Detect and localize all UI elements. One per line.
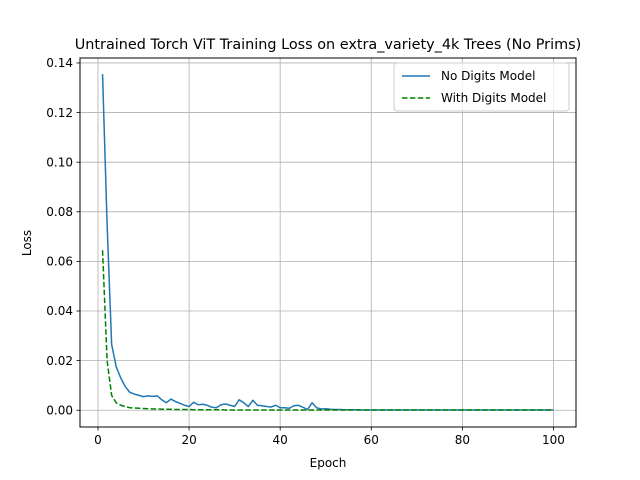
grid — [80, 58, 576, 427]
y-tick-label: 0.12 — [46, 106, 73, 120]
y-tick-label: 0.08 — [46, 205, 73, 219]
x-tick-label: 20 — [181, 433, 196, 447]
y-tick-label: 0.06 — [46, 255, 73, 269]
x-tick-label: 100 — [542, 433, 565, 447]
legend-label-no-digits: No Digits Model — [441, 69, 535, 83]
x-tick-label: 60 — [364, 433, 379, 447]
y-tick-label: 0.04 — [46, 304, 73, 318]
x-tick-label: 0 — [94, 433, 102, 447]
y-tick-label: 0.00 — [46, 403, 73, 417]
legend-box — [393, 62, 570, 112]
legend: No Digits Model With Digits Model — [393, 62, 570, 112]
series-line-with-digits — [101, 250, 554, 411]
plot-frame — [79, 57, 577, 428]
y-tick-label: 0.02 — [46, 354, 73, 368]
y-tick-label: 0.14 — [46, 56, 73, 70]
legend-label-with-digits: With Digits Model — [441, 91, 546, 105]
x-axis-ticks: 0 20 40 60 80 100 — [94, 427, 565, 447]
y-axis-ticks: 0.00 0.02 0.04 0.06 0.08 0.10 0.12 0.14 — [46, 56, 80, 417]
x-tick-label: 80 — [455, 433, 470, 447]
y-tick-label: 0.10 — [46, 155, 73, 169]
x-tick-label: 40 — [273, 433, 288, 447]
x-axis-label: Epoch — [310, 456, 347, 470]
series-group — [101, 74, 554, 411]
chart-title: Untrained Torch ViT Training Loss on ext… — [75, 37, 581, 53]
y-axis-label: Loss — [20, 230, 34, 256]
